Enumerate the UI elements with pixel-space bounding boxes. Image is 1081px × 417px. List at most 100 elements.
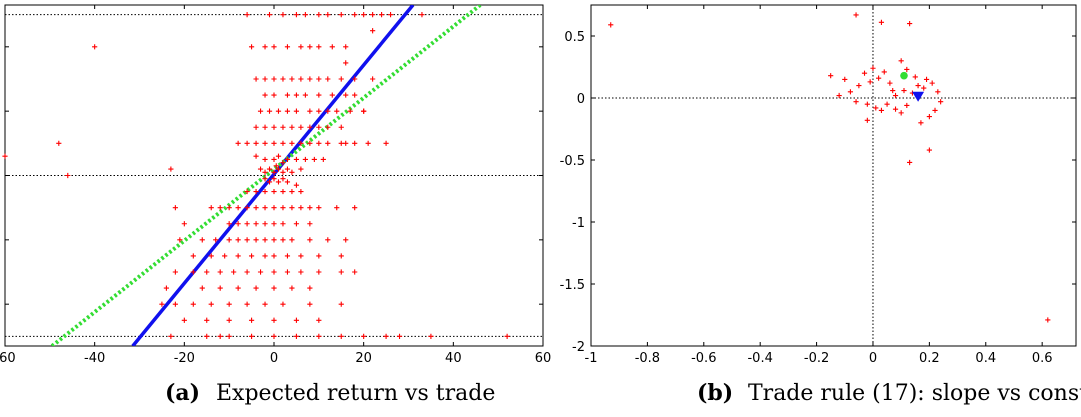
data-point xyxy=(316,12,322,18)
data-point xyxy=(293,317,300,323)
data-point xyxy=(253,76,259,82)
data-point xyxy=(379,12,385,18)
data-point xyxy=(926,114,932,120)
data-point xyxy=(284,108,291,114)
data-point xyxy=(271,317,277,323)
data-point xyxy=(92,44,98,50)
data-point xyxy=(262,92,268,98)
data-point xyxy=(257,166,264,172)
data-point xyxy=(275,153,282,159)
data-point xyxy=(898,110,904,116)
data-point xyxy=(907,159,913,166)
data-point xyxy=(352,269,358,275)
data-point xyxy=(912,74,918,80)
data-point xyxy=(226,333,232,339)
panel-b-caption: Trade rule (17): slope vs constant xyxy=(748,381,1081,406)
data-point xyxy=(271,269,277,275)
data-point xyxy=(847,89,854,95)
data-point xyxy=(199,285,205,291)
data-point xyxy=(244,12,250,18)
data-point xyxy=(280,160,286,166)
x-tick-label: -20 xyxy=(174,351,195,366)
data-point xyxy=(836,92,842,99)
panel-a-caption-label: (a) xyxy=(165,380,200,406)
data-point xyxy=(307,124,313,130)
data-point xyxy=(307,108,313,114)
data-point xyxy=(918,120,924,126)
data-point xyxy=(253,205,259,211)
data-point xyxy=(262,188,268,195)
data-point xyxy=(293,156,300,163)
x-tick-label: 20 xyxy=(355,351,372,366)
data-point xyxy=(289,188,295,195)
data-point xyxy=(504,333,510,339)
x-tick-label: 0 xyxy=(270,351,278,366)
data-point xyxy=(343,140,349,146)
data-point xyxy=(343,44,349,50)
data-point xyxy=(370,76,376,82)
data-point xyxy=(271,44,277,50)
data-point xyxy=(280,76,286,82)
y-tick-label: -0.5 xyxy=(560,154,585,169)
data-point xyxy=(325,237,331,243)
fit-line-solid xyxy=(131,5,415,346)
data-point xyxy=(856,83,862,89)
data-point xyxy=(262,156,268,163)
data-point xyxy=(271,176,277,182)
data-point xyxy=(262,253,268,259)
panel-b-plot-frame xyxy=(590,4,1077,347)
data-point xyxy=(343,237,349,243)
data-point xyxy=(302,12,308,18)
data-point xyxy=(280,188,286,195)
data-point xyxy=(307,237,313,243)
data-point xyxy=(298,76,304,82)
data-point xyxy=(338,76,344,82)
data-point xyxy=(923,76,930,82)
data-point xyxy=(316,92,322,98)
data-point xyxy=(208,301,214,307)
data-point xyxy=(168,333,174,339)
data-point xyxy=(343,92,349,98)
data-point xyxy=(316,269,322,275)
data-point xyxy=(217,333,223,339)
y-tick-label: -2 xyxy=(572,340,585,355)
x-tick-label: 0 xyxy=(869,351,877,366)
data-point xyxy=(890,87,896,94)
data-point xyxy=(257,269,264,275)
data-point xyxy=(226,301,232,307)
data-point xyxy=(181,317,187,323)
x-tick-label: -1 xyxy=(585,351,598,366)
data-point xyxy=(307,285,313,291)
data-point xyxy=(365,140,371,146)
data-point xyxy=(262,44,268,50)
panel-a-caption: Expected return vs trade xyxy=(216,381,495,406)
data-point xyxy=(932,107,938,113)
x-tick-label: 0.2 xyxy=(919,351,940,366)
data-point xyxy=(316,124,322,130)
data-point xyxy=(926,147,932,153)
data-point xyxy=(280,176,286,182)
data-point xyxy=(864,101,870,107)
data-point xyxy=(271,76,277,82)
data-point xyxy=(325,140,331,146)
data-point xyxy=(271,188,277,195)
data-point xyxy=(262,205,268,211)
data-point xyxy=(892,106,899,112)
data-point xyxy=(280,140,286,146)
data-point xyxy=(853,12,859,18)
data-point xyxy=(320,156,326,163)
data-point xyxy=(266,166,273,172)
data-point xyxy=(898,58,904,64)
data-point xyxy=(938,99,944,105)
data-point xyxy=(325,108,331,114)
data-point xyxy=(213,237,219,243)
data-point xyxy=(325,76,331,82)
data-point xyxy=(293,92,300,98)
data-point xyxy=(338,253,344,259)
data-point xyxy=(271,253,277,259)
data-point xyxy=(316,140,322,146)
data-point xyxy=(271,156,277,163)
data-point xyxy=(65,172,71,179)
data-point xyxy=(235,285,241,291)
data-point xyxy=(253,221,259,227)
